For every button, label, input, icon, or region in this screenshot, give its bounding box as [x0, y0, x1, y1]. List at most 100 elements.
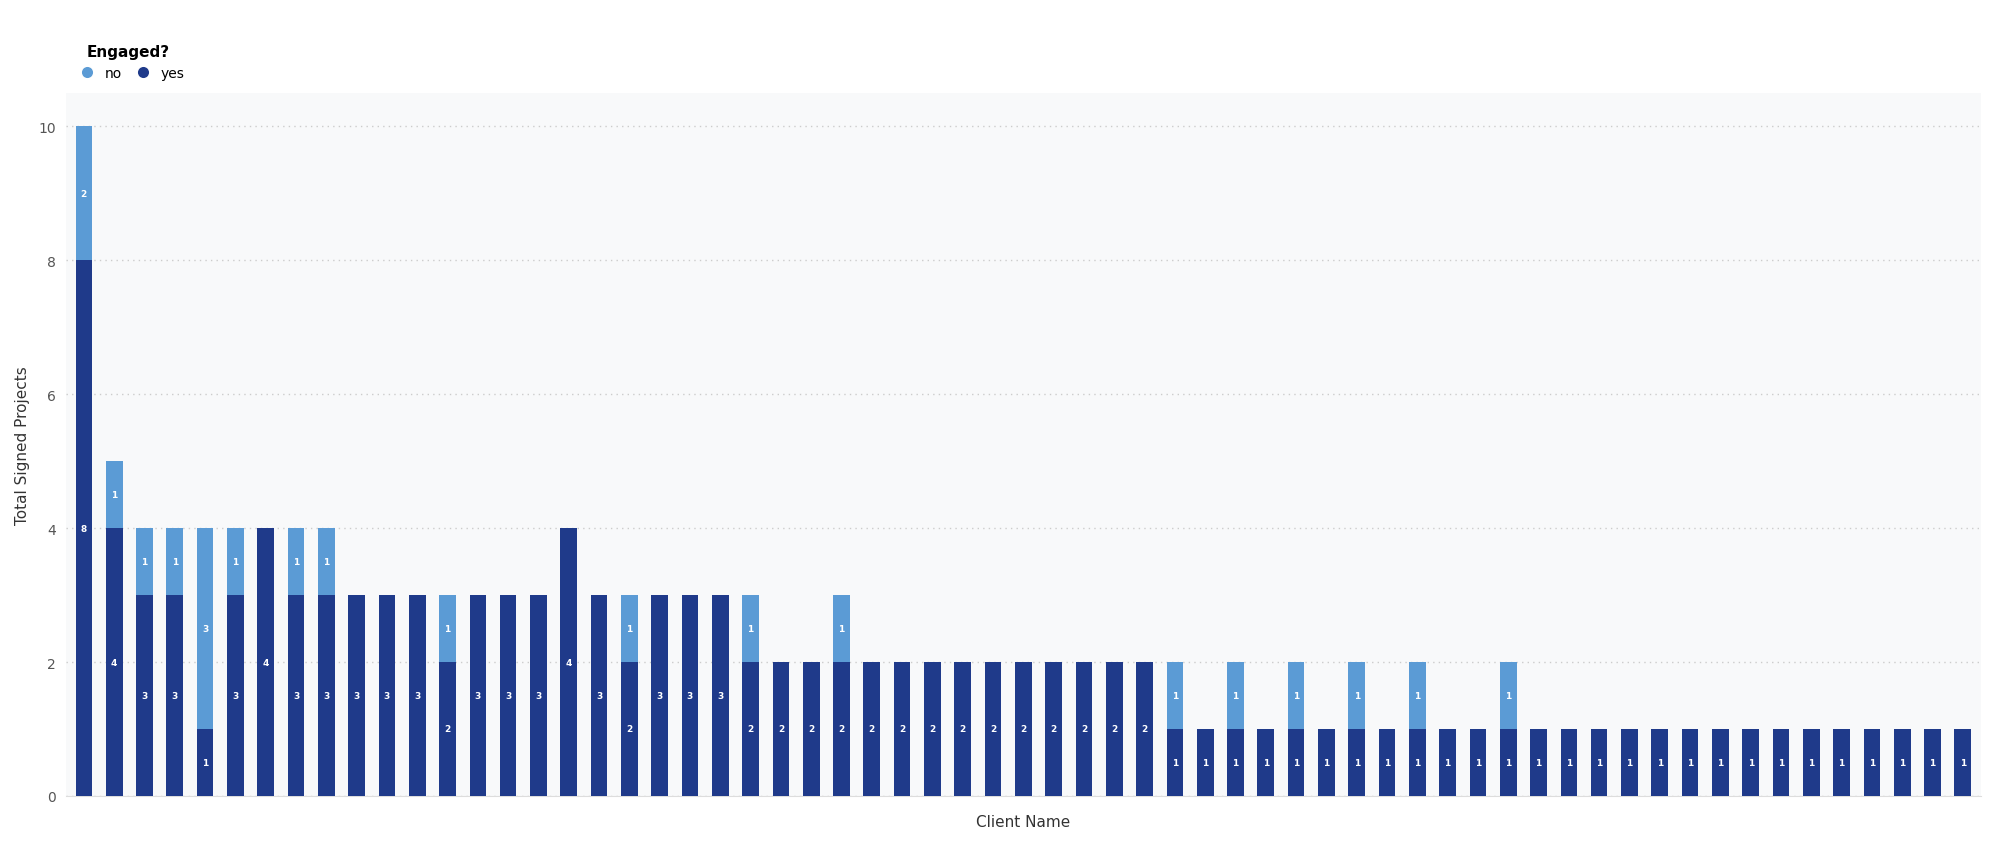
Text: 1: 1: [1808, 758, 1814, 767]
Bar: [166, 595, 184, 796]
Text: 3: 3: [597, 691, 603, 701]
Bar: [1136, 663, 1154, 796]
Text: 3: 3: [142, 691, 148, 701]
Text: 3: 3: [535, 691, 541, 701]
Text: 2: 2: [1112, 725, 1118, 733]
Text: 2: 2: [898, 725, 906, 733]
Text: 1: 1: [1748, 758, 1754, 767]
Text: 2: 2: [960, 725, 966, 733]
Bar: [651, 595, 669, 796]
Text: 3: 3: [293, 691, 299, 701]
Text: 1: 1: [202, 758, 208, 767]
Text: 3: 3: [475, 691, 481, 701]
Text: 4: 4: [565, 657, 573, 667]
Text: 1: 1: [1960, 758, 1966, 767]
Text: 1: 1: [293, 557, 299, 566]
Text: 1: 1: [1535, 758, 1541, 767]
Text: 3: 3: [383, 691, 389, 701]
Bar: [1349, 663, 1365, 729]
Text: 2: 2: [990, 725, 996, 733]
Text: 1: 1: [323, 557, 329, 566]
Bar: [439, 595, 455, 663]
Bar: [1439, 729, 1455, 796]
Bar: [1743, 729, 1758, 796]
Text: 2: 2: [1050, 725, 1056, 733]
Bar: [591, 595, 607, 796]
Text: 2: 2: [627, 725, 633, 733]
Text: 1: 1: [172, 557, 178, 566]
Text: 3: 3: [172, 691, 178, 701]
Bar: [1621, 729, 1639, 796]
Bar: [1924, 729, 1940, 796]
Text: 3: 3: [687, 691, 693, 701]
Text: 1: 1: [1930, 758, 1936, 767]
Text: 1: 1: [1475, 758, 1481, 767]
Bar: [1499, 729, 1517, 796]
Bar: [561, 528, 577, 796]
Bar: [228, 528, 244, 595]
Bar: [136, 528, 154, 595]
Text: 3: 3: [413, 691, 421, 701]
Bar: [1257, 729, 1273, 796]
Text: 1: 1: [747, 625, 754, 633]
Text: 8: 8: [80, 524, 88, 533]
Bar: [1802, 729, 1820, 796]
Text: 3: 3: [505, 691, 511, 701]
Bar: [802, 663, 820, 796]
Y-axis label: Total Signed Projects: Total Signed Projects: [16, 365, 30, 524]
Bar: [954, 663, 972, 796]
Bar: [1469, 729, 1487, 796]
Text: 1: 1: [1415, 691, 1421, 701]
Text: 2: 2: [868, 725, 874, 733]
Bar: [1499, 663, 1517, 729]
Bar: [76, 261, 92, 796]
Text: 1: 1: [1263, 758, 1269, 767]
Bar: [1106, 663, 1122, 796]
Text: 3: 3: [353, 691, 359, 701]
Bar: [1317, 729, 1335, 796]
Bar: [1198, 729, 1214, 796]
Text: 1: 1: [838, 625, 844, 633]
Text: 1: 1: [142, 557, 148, 566]
Bar: [1166, 663, 1184, 729]
Bar: [469, 595, 487, 796]
Bar: [924, 663, 940, 796]
Bar: [317, 528, 335, 595]
Bar: [1561, 729, 1577, 796]
Bar: [1832, 729, 1850, 796]
Bar: [106, 528, 122, 796]
Bar: [1076, 663, 1092, 796]
Text: 1: 1: [1687, 758, 1693, 767]
Text: 1: 1: [1898, 758, 1906, 767]
Text: 1: 1: [1172, 691, 1178, 701]
Text: 2: 2: [778, 725, 784, 733]
X-axis label: Client Name: Client Name: [976, 814, 1070, 829]
Text: 2: 2: [445, 725, 451, 733]
Bar: [1228, 729, 1244, 796]
Text: 2: 2: [930, 725, 936, 733]
Bar: [1409, 729, 1425, 796]
Bar: [1379, 729, 1395, 796]
Bar: [1287, 663, 1305, 729]
Bar: [864, 663, 880, 796]
Bar: [1409, 663, 1425, 729]
Bar: [984, 663, 1002, 796]
Bar: [1864, 729, 1880, 796]
Text: 1: 1: [1293, 758, 1299, 767]
Text: 1: 1: [1778, 758, 1784, 767]
Text: 1: 1: [1415, 758, 1421, 767]
Bar: [76, 127, 92, 261]
Text: 3: 3: [232, 691, 238, 701]
Bar: [1651, 729, 1669, 796]
Text: 1: 1: [1445, 758, 1451, 767]
Bar: [743, 663, 758, 796]
Bar: [106, 462, 122, 528]
Bar: [198, 729, 214, 796]
Text: 1: 1: [1717, 758, 1723, 767]
Bar: [1772, 729, 1788, 796]
Text: 1: 1: [1383, 758, 1389, 767]
Text: 2: 2: [747, 725, 754, 733]
Bar: [832, 663, 850, 796]
Bar: [1683, 729, 1699, 796]
Text: 1: 1: [112, 490, 118, 500]
